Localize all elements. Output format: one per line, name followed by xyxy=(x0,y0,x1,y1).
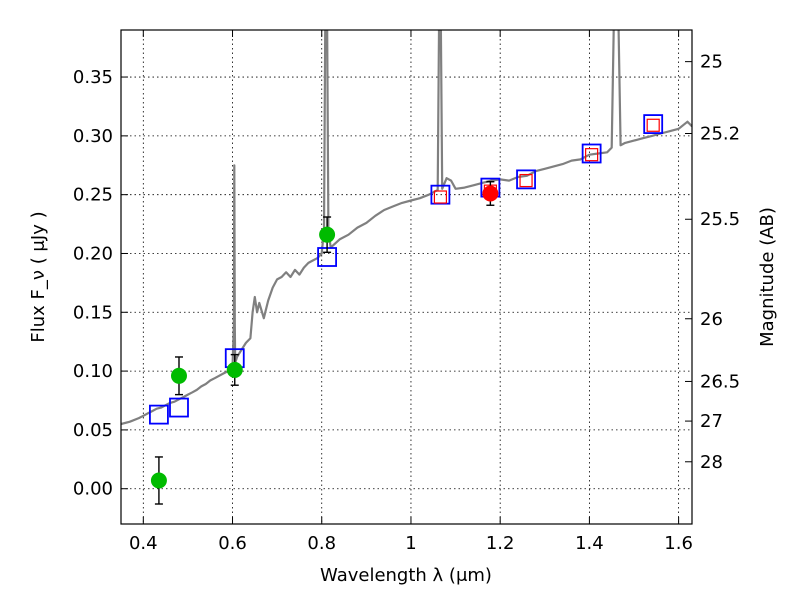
model-photometry-marker xyxy=(643,114,664,134)
y2-tick-label: 26.5 xyxy=(700,371,740,392)
x-tick-label: 1.2 xyxy=(486,533,515,554)
y2-tick-label: 26 xyxy=(700,309,723,330)
x-tick-label: 1.6 xyxy=(664,533,693,554)
y2-tick-label: 25.2 xyxy=(700,124,740,145)
model-photometry-inner-marker xyxy=(433,190,448,204)
observed-flux-point xyxy=(226,361,243,378)
x-axis-title: Wavelength λ (μm) xyxy=(320,565,492,586)
y2-tick-label: 25 xyxy=(700,52,723,73)
y-tick-label: 0.20 xyxy=(73,243,113,264)
x-tick-label: 0.4 xyxy=(129,533,158,554)
y-tick-label: 0.05 xyxy=(73,420,113,441)
y-axis-title: Flux F_ν ( μJy ) xyxy=(28,211,49,342)
model-spectrum-line xyxy=(121,30,692,426)
axes-frame xyxy=(120,29,693,525)
y-tick-label: 0.35 xyxy=(73,67,113,88)
y2-tick-label: 27 xyxy=(700,411,723,432)
model-photometry-marker xyxy=(430,184,451,205)
observed-flux-point xyxy=(319,226,336,243)
y-tick-label: 0.25 xyxy=(73,185,113,206)
y2-tick-label: 28 xyxy=(700,452,723,473)
model-photometry-marker xyxy=(169,397,189,418)
y-tick-label: 0.00 xyxy=(73,479,113,500)
grid-lines xyxy=(121,30,692,524)
model-photometry-inner-marker xyxy=(585,148,599,162)
x-tick-label: 1 xyxy=(405,533,416,554)
axis-ticks: 0.4 0.6 0.8 1 1.2 1.4 1.6 0.00 0.05 0.10 0.15 0.20 0… xyxy=(73,30,740,554)
model-photometry-marker xyxy=(581,143,602,164)
x-tick-label: 0.6 xyxy=(218,533,247,554)
y-tick-label: 0.15 xyxy=(73,302,113,323)
model-photometry-inner-marker xyxy=(519,173,533,188)
y2-axis-title: Magnitude (AB) xyxy=(757,207,778,347)
x-tick-label: 0.8 xyxy=(307,533,336,554)
x-tick-label: 1.4 xyxy=(575,533,604,554)
y2-tick-label: 25.5 xyxy=(700,209,740,230)
error-bars xyxy=(150,181,499,505)
model-photometry-marker xyxy=(516,169,536,190)
model-photometry-inner-marker xyxy=(646,118,660,132)
y-tick-label: 0.30 xyxy=(73,126,113,147)
plot-background xyxy=(121,30,692,524)
model-photometry-marker xyxy=(149,404,169,425)
observed-flux-point xyxy=(170,367,187,384)
observed-flux-point xyxy=(150,472,167,489)
y-tick-label: 0.10 xyxy=(73,361,113,382)
observed-flux-point xyxy=(482,185,499,202)
